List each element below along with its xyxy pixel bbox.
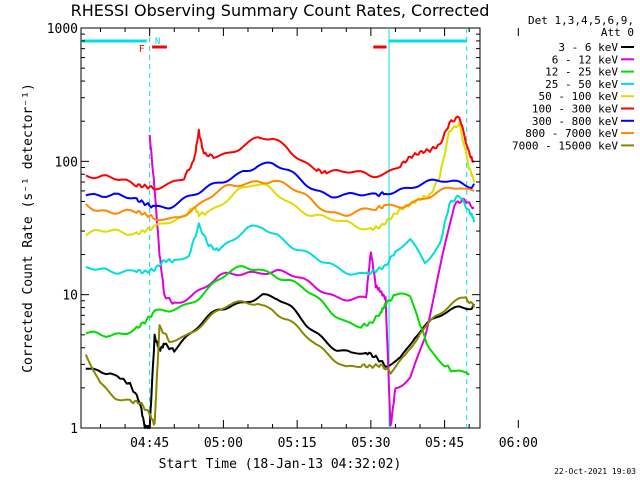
x-tick-label: 05:45	[425, 436, 464, 451]
observing-overlay: FN	[81, 28, 468, 428]
x-tick-label: 05:15	[278, 436, 317, 451]
y-axis-label: Corrected Count Rate (s⁻¹ detector⁻¹)	[21, 83, 36, 373]
legend-label-0: 3 - 6 keV	[558, 41, 618, 54]
x-tick-label: 05:00	[204, 436, 243, 451]
legend-label-7: 800 - 7000 keV	[525, 127, 618, 140]
plot-area: FN 1 10 100 1000 04:45 05:00 05:15 05:30 05:45 06…	[47, 22, 538, 451]
chart-title: RHESSI Observing Summary Count Rates, Co…	[71, 1, 490, 20]
series-line-1	[148, 134, 475, 427]
legend-label-6: 300 - 800 keV	[532, 115, 618, 128]
legend-label-2: 12 - 25 keV	[545, 66, 618, 79]
y-tick-label: 100	[55, 155, 78, 170]
series-line-2	[85, 265, 470, 376]
legend-label-3: 25 - 50 keV	[545, 78, 618, 91]
series-line-6	[85, 161, 475, 210]
series-line-8	[84, 296, 476, 426]
legend-label-5: 100 - 300 keV	[532, 103, 618, 116]
y-tick-label: 1000	[47, 22, 78, 37]
series-line-5	[85, 115, 475, 191]
legend-label-8: 7000 - 15000 keV	[512, 139, 618, 152]
axis-ticks: 1 10 100 1000 04:45 05:00 05:15 05:30 05:45 06:00	[47, 22, 538, 451]
x-tick-label: 04:45	[130, 436, 169, 451]
series-line-7	[85, 179, 475, 222]
y-tick-label: 1	[70, 422, 78, 437]
legend-label-1: 6 - 12 keV	[552, 53, 619, 66]
x-axis-label: Start Time (18-Jan-13 04:32:02)	[159, 457, 402, 472]
series-line-3	[85, 194, 476, 276]
footer-date: 22-Oct-2021 19:03	[554, 467, 636, 476]
x-tick-label: 06:00	[499, 436, 538, 451]
legend-header-line-2: Att 0	[601, 26, 634, 39]
legend-label-4: 50 - 100 keV	[539, 90, 619, 103]
night-marker-label: N	[155, 37, 160, 47]
plot-frame	[80, 27, 481, 429]
flare-marker-label: F	[139, 44, 145, 55]
series-line-4	[85, 121, 476, 237]
legend-header-line-1: Det 1,3,4,5,6,9,	[528, 14, 634, 27]
series-layer	[84, 115, 476, 429]
x-tick-label: 05:30	[351, 436, 390, 451]
y-tick-label: 10	[62, 289, 78, 304]
